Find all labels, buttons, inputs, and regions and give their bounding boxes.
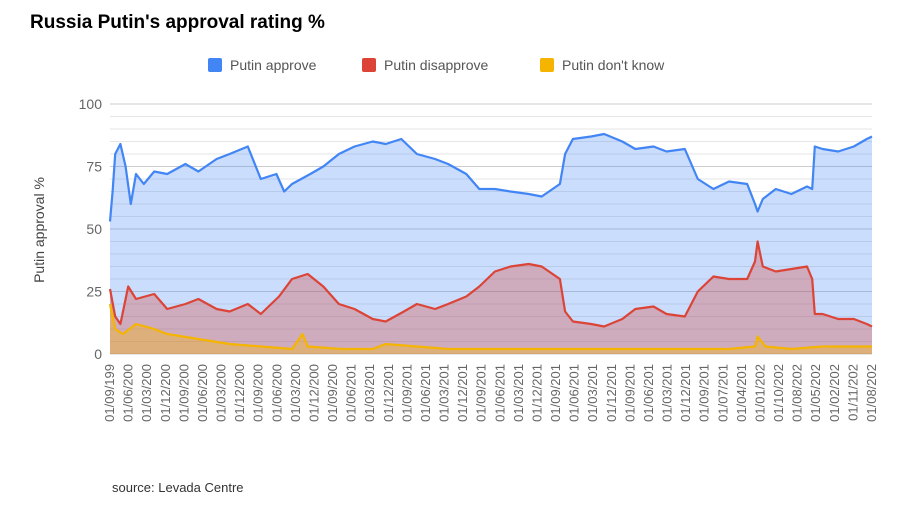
x-tick-label: 01/09/200	[325, 364, 340, 422]
legend: Putin approve Putin disapprove Putin don't…	[208, 57, 665, 73]
x-tick-label: 01/06/200	[269, 364, 284, 422]
y-tick-label: 25	[86, 284, 102, 300]
x-tick-label: 01/07/201	[715, 364, 730, 422]
x-tick-label: 01/09/200	[176, 364, 191, 422]
legend-label-1: Putin disapprove	[384, 57, 489, 73]
x-tick-label: 01/12/201	[455, 364, 470, 422]
x-tick-label: 01/11/202	[845, 364, 860, 421]
x-tick-label: 01/12/201	[604, 364, 619, 422]
x-tick-label: 01/09/199	[102, 364, 117, 422]
series-line-2	[108, 303, 872, 351]
x-tick-label: 01/06/201	[641, 364, 656, 422]
y-tick-label: 50	[86, 221, 102, 237]
x-tick-label: 01/06/200	[195, 364, 210, 422]
x-tick-label: 01/04/201	[734, 364, 749, 422]
x-tick-label: 01/03/200	[288, 364, 303, 422]
y-tick-label: 100	[79, 96, 103, 112]
x-tick-label: 01/08/202	[790, 364, 805, 422]
x-tick-label: 01/09/201	[474, 364, 489, 422]
grid-lines	[110, 103, 872, 355]
x-tick-label: 01/09/201	[548, 364, 563, 422]
x-tick-label: 01/06/200	[121, 364, 136, 422]
x-tick-label: 01/12/200	[158, 364, 173, 422]
x-tick-label: 01/06/201	[418, 364, 433, 422]
legend-label-2: Putin don't know	[562, 57, 665, 73]
series-area-0	[110, 134, 872, 354]
x-tick-label: 01/09/200	[251, 364, 266, 422]
series-line-0	[108, 132, 873, 222]
x-tick-label: 01/10/202	[771, 364, 786, 422]
x-tick-label: 01/03/200	[214, 364, 229, 422]
series-area-1	[110, 241, 872, 354]
x-tick-label: 01/03/201	[437, 364, 452, 422]
y-tick-labels: 0 25 50 75 100	[79, 96, 103, 362]
x-tick-label: 01/06/201	[344, 364, 359, 422]
y-axis-title: Putin approval %	[31, 177, 47, 283]
y-tick-label: 0	[94, 346, 102, 362]
x-tick-label: 01/03/201	[585, 364, 600, 422]
x-tick-label: 01/12/200	[306, 364, 321, 422]
x-tick-label: 01/09/201	[399, 364, 414, 422]
x-tick-label: 01/12/201	[381, 364, 396, 422]
legend-swatch-2	[540, 58, 554, 72]
x-tick-label: 01/09/201	[622, 364, 637, 422]
source-note: source: Levada Centre	[112, 480, 244, 495]
series-area-2	[110, 304, 872, 354]
x-tick-label: 01/03/201	[362, 364, 377, 422]
x-tick-label: 01/03/200	[139, 364, 154, 422]
x-tick-labels: 01/09/199 01/06/200 01/03/200 01/12/200 01/0…	[102, 364, 879, 422]
series-areas	[110, 134, 872, 354]
x-tick-label: 01/01/202	[752, 364, 767, 422]
x-tick-label: 01/03/201	[660, 364, 675, 422]
legend-label-0: Putin approve	[230, 57, 317, 73]
legend-swatch-0	[208, 58, 222, 72]
x-tick-label: 01/09/201	[697, 364, 712, 422]
x-tick-label: 01/03/201	[511, 364, 526, 422]
legend-swatch-1	[362, 58, 376, 72]
x-tick-label: 01/06/201	[492, 364, 507, 422]
x-tick-label: 01/02/202	[827, 364, 842, 422]
chart-title: Russia Putin's approval rating %	[30, 12, 325, 33]
y-tick-label: 75	[86, 159, 102, 175]
x-tick-label: 01/05/202	[808, 364, 823, 422]
series-lines	[108, 132, 873, 351]
series-line-1	[108, 240, 873, 328]
x-tick-label: 01/12/201	[678, 364, 693, 422]
x-tick-label: 01/12/201	[529, 364, 544, 422]
x-tick-label: 01/08/202	[864, 364, 879, 422]
x-tick-label: 01/06/201	[567, 364, 582, 422]
x-tick-label: 01/12/200	[232, 364, 247, 422]
